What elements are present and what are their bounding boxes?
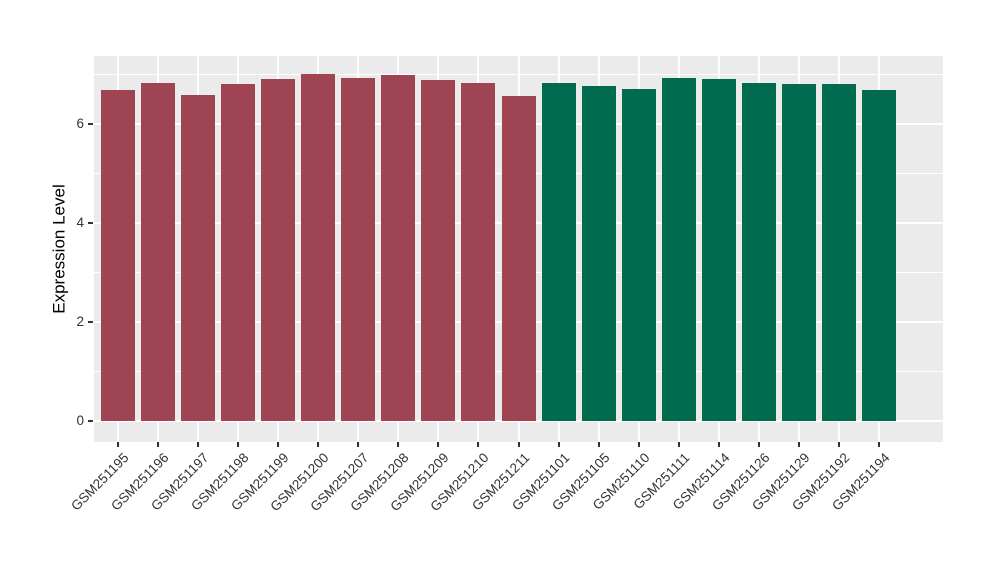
y-axis-tick: [88, 420, 93, 422]
x-axis-tick: [437, 442, 440, 447]
x-axis-tick: [877, 442, 880, 447]
y-axis-tick-label: 0: [76, 413, 84, 428]
y-axis-tick: [88, 123, 93, 125]
x-axis-tick: [797, 442, 800, 447]
bar-GSM251192: [821, 84, 856, 421]
x-axis-tick: [277, 442, 280, 447]
y-axis-title: Expression Level: [50, 184, 69, 314]
x-axis-tick: [557, 442, 560, 447]
bar-GSM251207: [341, 78, 376, 421]
bar-GSM251114: [701, 79, 736, 421]
y-axis-tick: [88, 321, 93, 323]
x-axis-tick: [677, 442, 680, 447]
bar-GSM251194: [861, 90, 896, 421]
bar-GSM251211: [501, 95, 536, 421]
bar-GSM251129: [781, 83, 816, 421]
x-axis-tick: [517, 442, 520, 447]
bar-GSM251198: [221, 84, 256, 421]
bar-GSM251101: [541, 82, 576, 421]
x-axis-tick: [477, 442, 480, 447]
bar-GSM251105: [581, 85, 616, 421]
x-axis-tick: [757, 442, 760, 447]
bar-GSM251197: [181, 94, 216, 421]
x-axis-tick: [157, 442, 160, 447]
plot-panel: [94, 56, 943, 442]
bar-GSM251195: [101, 90, 136, 421]
y-axis-tick-label: 2: [76, 314, 84, 329]
y-axis-tick-label: 6: [76, 116, 84, 131]
y-axis-tick: [88, 222, 93, 224]
x-axis-tick: [837, 442, 840, 447]
x-axis-tick: [717, 442, 720, 447]
x-axis-tick: [317, 442, 320, 447]
x-axis-tick: [397, 442, 400, 447]
x-axis-tick: [357, 442, 360, 447]
bar-GSM251110: [621, 89, 656, 421]
bar-GSM251199: [261, 79, 296, 421]
x-axis-tick: [237, 442, 240, 447]
x-axis-tick: [197, 442, 200, 447]
y-axis-tick-label: 4: [76, 215, 84, 230]
bar-GSM251200: [301, 73, 336, 421]
bar-GSM251126: [741, 82, 776, 421]
bar-GSM251111: [661, 77, 696, 421]
x-axis-tick: [637, 442, 640, 447]
bar-GSM251208: [381, 74, 416, 421]
bar-GSM251196: [141, 82, 176, 421]
bar-GSM251209: [421, 79, 456, 421]
bar-GSM251210: [461, 83, 496, 421]
x-axis-tick: [117, 442, 120, 447]
x-axis-tick: [597, 442, 600, 447]
